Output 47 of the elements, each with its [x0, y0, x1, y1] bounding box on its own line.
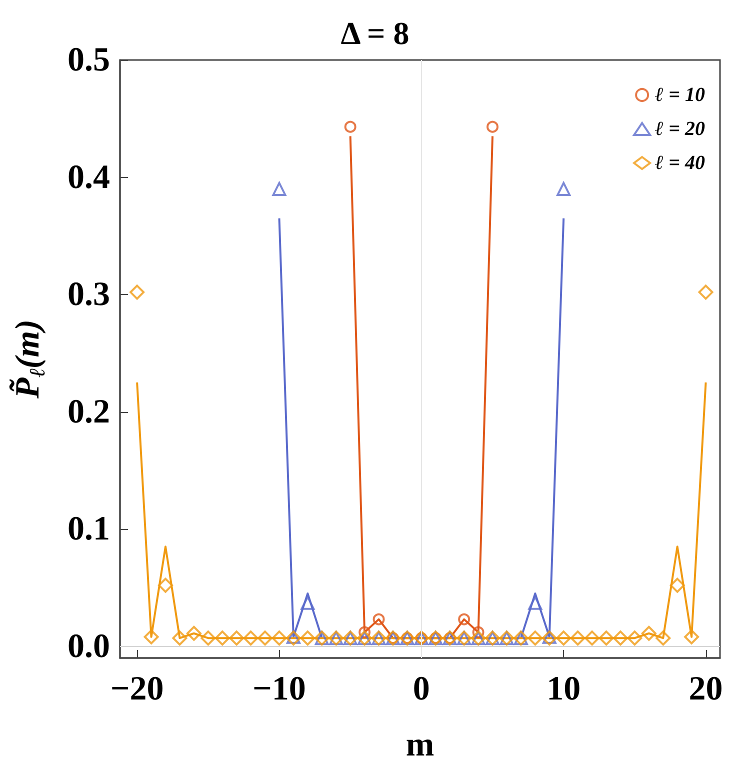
legend-label: ℓ = 40 — [655, 152, 706, 174]
point — [486, 120, 499, 133]
x-tick-label: 10 — [546, 670, 581, 708]
y-tick-label: 0.4 — [68, 158, 110, 196]
x-tick-label: −20 — [110, 670, 164, 708]
point — [300, 630, 316, 646]
point — [186, 626, 202, 641]
point — [458, 613, 470, 626]
point — [656, 630, 671, 646]
point — [670, 578, 685, 593]
legend-label: ℓ = 20 — [655, 118, 706, 140]
point — [570, 630, 586, 646]
y-tick-label: 0.1 — [68, 510, 110, 548]
y-tick-label: 0.3 — [68, 276, 110, 314]
point — [272, 182, 286, 196]
point — [612, 630, 628, 646]
point — [344, 120, 356, 133]
point — [556, 630, 572, 646]
y-tick-label: 0.0 — [68, 628, 110, 665]
point — [528, 630, 543, 646]
point — [556, 182, 571, 196]
point — [684, 629, 700, 644]
y-tick-label: 0.2 — [68, 393, 110, 430]
x-axis-title: m — [406, 726, 434, 764]
point — [144, 629, 159, 644]
point — [598, 630, 614, 646]
point — [229, 630, 244, 646]
point — [130, 284, 145, 300]
point — [372, 613, 385, 626]
point — [584, 630, 600, 646]
y-axis-title: P̃ℓ(m) — [8, 319, 50, 400]
point — [172, 630, 188, 646]
point — [272, 630, 287, 646]
x-tick-label: −10 — [252, 670, 306, 708]
x-tick-label: 20 — [688, 670, 723, 708]
x-tick-label: 0 — [412, 670, 430, 708]
point — [641, 626, 656, 641]
point — [158, 578, 173, 593]
point — [627, 630, 642, 646]
legend-label: ℓ = 10 — [655, 84, 706, 106]
point — [698, 284, 714, 300]
chart-title: Δ = 8 — [340, 15, 410, 51]
point — [258, 630, 273, 646]
point — [200, 630, 216, 646]
y-tick-label: 0.5 — [68, 42, 110, 78]
point — [214, 630, 230, 646]
point — [243, 630, 258, 646]
